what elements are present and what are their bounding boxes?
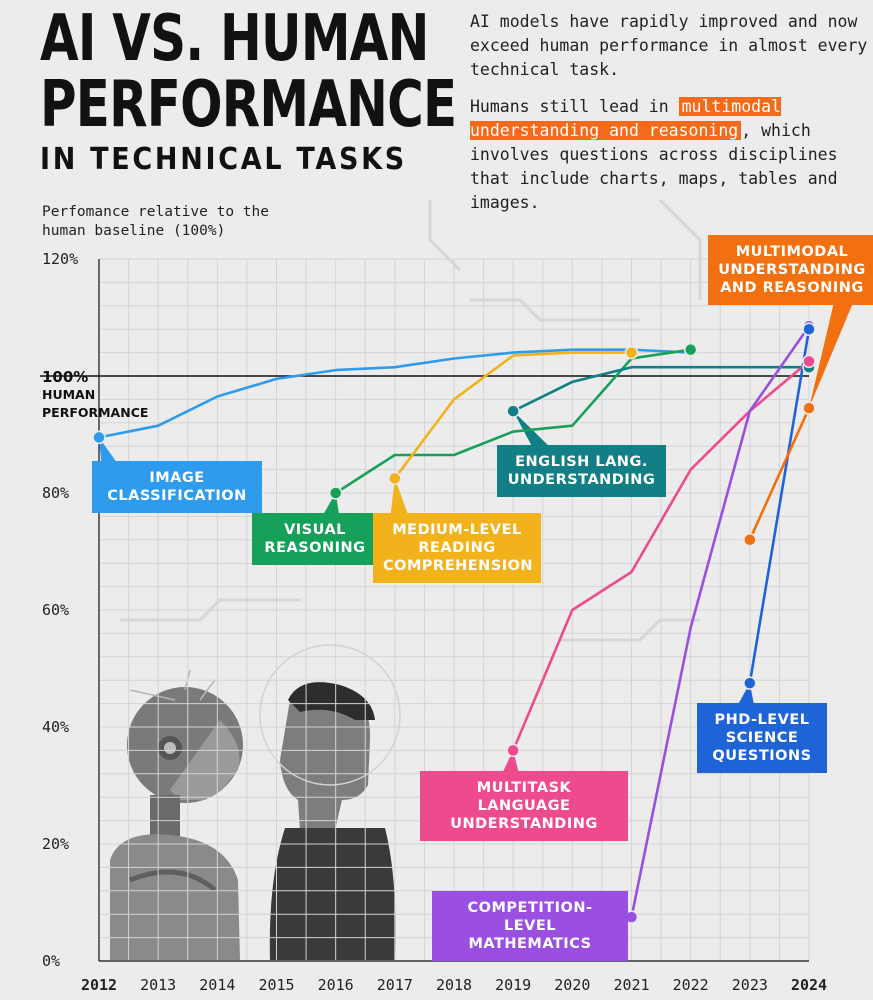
callout-pointer-multimodal (809, 298, 855, 409)
series-line-image_classification (98, 348, 691, 439)
intro-text-before: Humans still lead in (470, 97, 679, 116)
x-axis-ticks: 2012 2013 2014 2015 2016 2017 2018 2019 2020 2021… (81, 976, 827, 994)
series-marker-visual_reasoning (683, 342, 698, 357)
baseline-value: 100% (42, 368, 89, 386)
intro-text-after: , which involves questions across discip… (470, 121, 838, 212)
callout-text: MULTIMODAL UNDERSTANDING AND REASONING (718, 244, 866, 296)
human-illustration (259, 644, 401, 960)
human-baseline-label: 100% HUMAN PERFORMANCE (42, 368, 148, 422)
callout-text: IMAGE CLASSIFICATION (107, 470, 247, 504)
x-tick-label: 2022 (673, 976, 709, 994)
callout-text: VISUAL REASONING (264, 522, 366, 556)
series-line-reading_comprehension (393, 351, 632, 480)
x-tick-label: 2014 (199, 976, 235, 994)
x-tick-label: 2019 (495, 976, 531, 994)
series-markers (92, 319, 816, 924)
callout-multitask-language: MULTITASK LANGUAGE UNDERSTANDING (420, 771, 628, 841)
series-marker-image_classification (92, 430, 106, 445)
series-marker-multimodal (802, 401, 816, 415)
y-tick-label: 0% (42, 952, 60, 970)
series-marker-multitask_language (802, 354, 816, 369)
callout-pointer-reading_comprehension (390, 478, 410, 520)
series-marker-reading_comprehension (388, 471, 402, 486)
callout-text: MEDIUM-LEVEL READING COMPREHENSION (383, 522, 534, 574)
series-line-multimodal (748, 407, 811, 541)
x-tick-label: 2013 (140, 976, 176, 994)
y-tick-label: 60% (42, 601, 69, 619)
y-axis-title: Perfomance relative to the human baselin… (42, 204, 269, 239)
baseline-label-1: HUMAN (42, 387, 96, 402)
y-tick-label: 40% (42, 718, 69, 736)
title-line-2: PERFORMANCE (40, 68, 457, 142)
baseline-label-2: PERFORMANCE (42, 405, 149, 420)
x-tick-label: 2012 (81, 976, 117, 994)
series-marker-multitask_language (506, 743, 520, 758)
y-axis-ticks: 0% 20% 40% 60% 80% 120% (42, 250, 78, 970)
x-tick-label: 2018 (436, 976, 472, 994)
series-marker-english_understanding (506, 404, 520, 418)
y-tick-label: 80% (42, 484, 69, 502)
intro-paragraph-2: Humans still lead in multimodal understa… (470, 95, 870, 215)
series-line-phd_science (748, 328, 811, 684)
series-line-english_understanding (512, 365, 809, 413)
robot-illustration (110, 669, 243, 960)
series-marker-reading_comprehension (624, 345, 639, 360)
callout-text: PHD-LEVEL SCIENCE QUESTIONS (712, 712, 812, 764)
callout-text: COMPETITION-LEVEL MATHEMATICS (467, 900, 593, 952)
callout-pointer-english_understanding (513, 411, 555, 452)
callout-image-classification: IMAGE CLASSIFICATION (92, 461, 262, 513)
x-tick-label: 2017 (377, 976, 413, 994)
callout-text: MULTITASK LANGUAGE UNDERSTANDING (450, 780, 598, 832)
callout-english-understanding: ENGLISH LANG. UNDERSTANDING (497, 445, 666, 497)
series-marker-multimodal (743, 533, 757, 547)
x-tick-label: 2024 (791, 976, 827, 994)
callout-phd-science: PHD-LEVEL SCIENCE QUESTIONS (697, 703, 827, 773)
callout-multimodal: MULTIMODAL UNDERSTANDING AND REASONING (708, 235, 873, 305)
title-line-1: AI VS. HUMAN (40, 2, 429, 76)
y-tick-label: 120% (42, 250, 78, 268)
series-marker-phd_science (743, 676, 757, 690)
callout-visual-reasoning: VISUAL REASONING (252, 513, 378, 565)
series-marker-visual_reasoning (328, 486, 343, 500)
x-tick-label: 2023 (732, 976, 768, 994)
series-line-multitask_language (512, 360, 810, 751)
title-line-3: IN TECHNICAL TASKS (40, 142, 407, 177)
callout-competition-math: COMPETITION-LEVEL MATHEMATICS (432, 891, 628, 961)
intro-paragraph-1: AI models have rapidly improved and now … (470, 12, 868, 79)
callout-reading-comprehension: MEDIUM-LEVEL READING COMPREHENSION (373, 513, 541, 583)
x-tick-label: 2016 (318, 976, 354, 994)
callout-text: ENGLISH LANG. UNDERSTANDING (507, 454, 656, 488)
y-tick-label: 20% (42, 835, 69, 853)
series-line-competition_math (630, 325, 811, 918)
decorative-illustration (110, 198, 702, 960)
x-tick-label: 2015 (258, 976, 294, 994)
x-tick-label: 2021 (613, 976, 649, 994)
x-tick-label: 2020 (554, 976, 590, 994)
series-marker-phd_science (802, 322, 816, 336)
